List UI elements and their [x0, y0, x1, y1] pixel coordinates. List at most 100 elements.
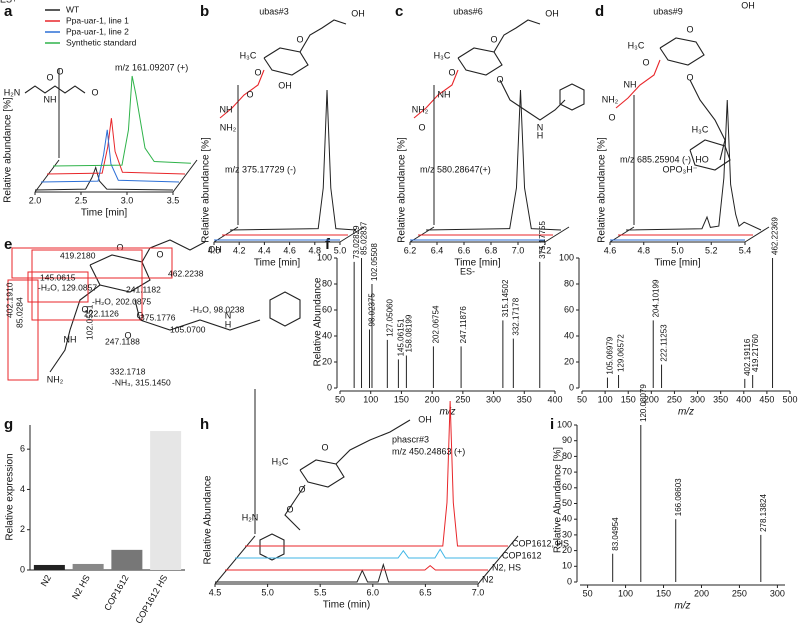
x-tick-label: N2 — [39, 573, 53, 588]
peak-label: 129.06572 — [617, 334, 626, 372]
x-tick-label: 6.4 — [431, 245, 444, 255]
y-tick-label: 2 — [20, 524, 25, 534]
ring — [559, 83, 585, 111]
atom-label: NH₂ — [412, 104, 429, 114]
trace — [52, 75, 192, 167]
y-tick-label: 4 — [20, 484, 25, 494]
x-axis-label: Time (min) — [323, 600, 370, 611]
x-tick-label: 2.5 — [75, 195, 88, 205]
x-tick-label: 100 — [618, 588, 633, 598]
x-tick-label: 50 — [335, 394, 345, 404]
x-tick-label: 4.8 — [309, 245, 322, 255]
peak-label: 202.06754 — [432, 305, 441, 343]
peak-label: 105.06979 — [606, 336, 615, 374]
x-tick-label: 4.0 — [208, 245, 221, 255]
annotation: ES+ — [0, 0, 17, 4]
x-tick-label: 4.4 — [258, 245, 271, 255]
y-tick-label: 20 — [564, 356, 574, 366]
x-tick-label: 250 — [667, 394, 682, 404]
trace — [245, 400, 508, 547]
y-tick-label: 6 — [20, 444, 25, 454]
atom-label: O — [136, 310, 143, 320]
x-tick-label: 7.0 — [472, 587, 485, 597]
y-axis-label: Relative abundance [%] — [597, 137, 608, 243]
panel-label: i — [550, 416, 554, 433]
annotation: m/z 375.17729 (-) — [225, 164, 296, 174]
x-tick-label: 150 — [621, 394, 636, 404]
x-tick-label: 400 — [736, 394, 751, 404]
trace-label: N2 — [482, 574, 494, 584]
bar — [111, 549, 143, 570]
atom-label: H₃C — [692, 124, 709, 134]
y-axis-label: Relative Abundance — [203, 475, 214, 564]
atom-label: O — [686, 72, 693, 82]
ring — [269, 291, 301, 327]
y-tick-label: 30 — [562, 529, 572, 539]
x-tick-label: 150 — [394, 394, 409, 404]
x-tick-label: 250 — [732, 588, 747, 598]
x-tick-label: 5.2 — [705, 245, 718, 255]
x-tick-label: 7.0 — [512, 245, 525, 255]
atom-label: N — [537, 122, 544, 132]
trace — [46, 118, 186, 175]
fragment-box — [11, 247, 173, 279]
y-axis-label: Relative Abundance — [313, 277, 324, 366]
y-tick-label: 0 — [20, 564, 25, 574]
panel-label: a — [4, 3, 13, 20]
bond — [493, 19, 541, 53]
legend-label: WT — [66, 4, 79, 14]
fragment-label: 222.1126 — [84, 308, 119, 318]
atom-label: OH — [351, 8, 365, 18]
x-tick-label: 4.8 — [637, 245, 650, 255]
peak-label: 145.06151 — [397, 318, 406, 356]
annotation: ES- — [460, 266, 475, 276]
atom-label: OH — [418, 414, 432, 424]
panel-label: g — [4, 416, 13, 433]
atom-label: OPO₃H⁻ — [663, 164, 698, 174]
fragment-label: 105.0700 — [170, 324, 206, 334]
x-tick-label: 100 — [363, 394, 378, 404]
atom-label: OH — [741, 0, 755, 10]
x-tick-label: 500 — [782, 394, 797, 404]
trace — [225, 565, 488, 571]
atom-label: O — [81, 304, 88, 314]
y-axis-label: Relative expression — [5, 453, 16, 540]
y-tick-label: 20 — [562, 545, 572, 555]
bond — [299, 19, 347, 53]
atom-label: O — [254, 67, 261, 77]
x-tick-label: 300 — [690, 394, 705, 404]
atom-label: ubas#9 — [653, 6, 683, 16]
peak-label: 120.08079 — [639, 384, 648, 422]
atom-label: O — [418, 122, 425, 132]
atom-label: O — [321, 442, 328, 452]
fragment-label: -H₂O, 129.0857 — [38, 282, 97, 292]
trace — [425, 89, 562, 231]
fragment-label: 402.1910 — [4, 282, 14, 318]
trace-label: COP1612, HS — [512, 538, 569, 548]
peak-label: 73.02829 — [352, 225, 361, 259]
x-axis-label: Time [min] — [654, 258, 701, 269]
peak-label: 204.10199 — [651, 279, 660, 317]
x-tick-label: 3.5 — [167, 195, 180, 205]
atom-label: OH — [278, 80, 292, 90]
x-axis-label: Time [min] — [254, 258, 301, 269]
atom-label: HO — [695, 154, 709, 164]
atom-label: NH₂ — [220, 122, 237, 132]
panel-label: d — [595, 3, 604, 20]
trace — [215, 562, 478, 583]
atom-label: H₂N — [4, 87, 21, 97]
y-tick-label: 80 — [322, 278, 332, 288]
bond — [499, 79, 566, 121]
atom-label: O — [56, 66, 63, 76]
x-tick-label: 50 — [577, 394, 587, 404]
fragment-label: 145.0615 — [40, 272, 76, 282]
fragment-label: -H₂O, 98.0238 — [190, 304, 245, 314]
atom-label: H₃C — [240, 50, 257, 60]
annotation: m/z 580.28647(+) — [420, 164, 491, 174]
x-tick-label: 6.6 — [458, 245, 471, 255]
atom-label: NH — [438, 89, 451, 99]
annotation: m/z 161.09207 (+) — [115, 62, 188, 72]
atom-label: O — [286, 504, 293, 514]
atom-label: OH — [545, 8, 559, 18]
x-tick-label: 5.0 — [671, 245, 684, 255]
